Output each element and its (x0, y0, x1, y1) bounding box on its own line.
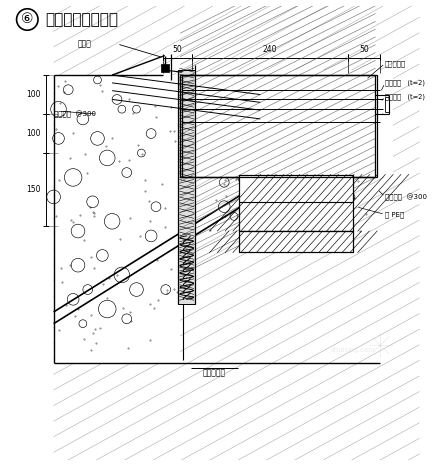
Bar (181, 70, 393, 178)
Text: 防水层处理: 防水层处理 (203, 368, 226, 377)
Text: zhulong.com: zhulong.com (330, 347, 375, 353)
Text: ⑥: ⑥ (21, 13, 33, 27)
Text: 100: 100 (26, 90, 41, 99)
Bar (54, 75, 181, 363)
Text: 地下室屋顶伸缩缝: 地下室屋顶伸缩缝 (45, 12, 118, 27)
Bar (239, 174, 353, 231)
Bar (239, 231, 353, 253)
Bar (181, 75, 377, 178)
Bar (178, 70, 195, 304)
Text: 150: 150 (26, 185, 41, 194)
Text: 频距标记  @300: 频距标记 @300 (54, 110, 95, 118)
Text: 炼 PE棱: 炼 PE棱 (385, 211, 404, 218)
Text: 50: 50 (173, 45, 182, 54)
Text: 不锈钐板   (t=2): 不锈钐板 (t=2) (385, 80, 425, 86)
Text: 100: 100 (26, 129, 41, 138)
Text: 模板: 模板 (365, 108, 375, 116)
Bar (181, 75, 378, 178)
Text: 频距标记  @300: 频距标记 @300 (385, 193, 427, 200)
Text: 流切胶: 流切胶 (78, 39, 92, 48)
Text: 240: 240 (263, 45, 277, 54)
Bar (161, 64, 169, 72)
Text: 50: 50 (359, 45, 369, 54)
Bar (239, 231, 353, 253)
Text: 不锈钐板   (t=2): 不锈钐板 (t=2) (385, 93, 425, 100)
Bar (239, 174, 353, 231)
Text: 水利建筑材: 水利建筑材 (385, 60, 406, 67)
